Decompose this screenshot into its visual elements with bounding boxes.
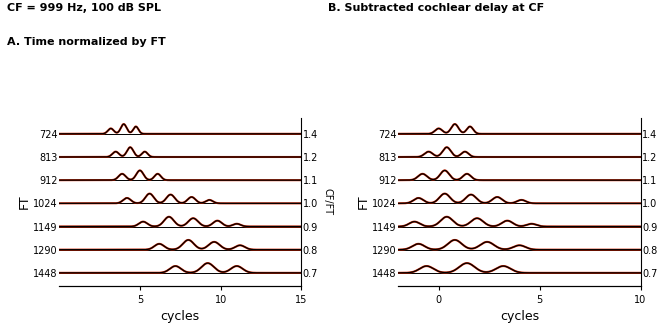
Y-axis label: FT: FT bbox=[17, 194, 30, 209]
Y-axis label: FT: FT bbox=[357, 194, 369, 209]
Text: CF = 999 Hz, 100 dB SPL: CF = 999 Hz, 100 dB SPL bbox=[7, 3, 160, 13]
Text: A. Time normalized by FT: A. Time normalized by FT bbox=[7, 37, 166, 47]
X-axis label: cycles: cycles bbox=[161, 310, 200, 323]
Y-axis label: CF/FT: CF/FT bbox=[322, 188, 332, 215]
X-axis label: cycles: cycles bbox=[500, 310, 539, 323]
Text: B. Subtracted cochlear delay at CF: B. Subtracted cochlear delay at CF bbox=[328, 3, 545, 13]
